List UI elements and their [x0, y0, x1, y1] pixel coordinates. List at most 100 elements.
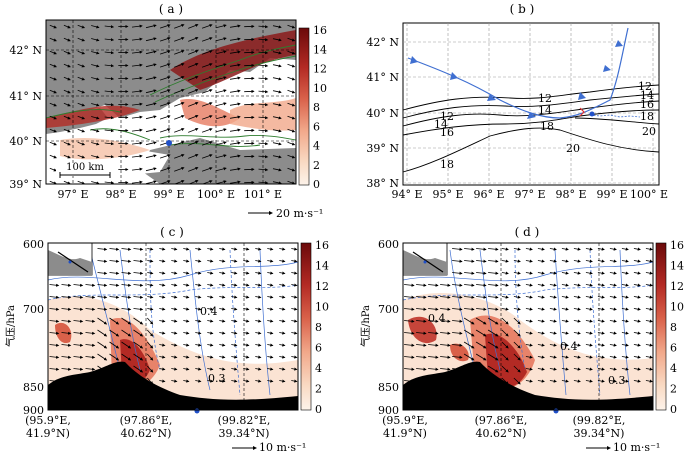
- ytick-a-2: 40° N: [9, 135, 42, 148]
- ref-vector-a-label: 20 m·s⁻¹: [276, 207, 323, 220]
- colorbar-c-ticks: 16 14 12 10 8 6 4 2 0: [315, 239, 329, 416]
- ref-vector-d-label: 10 m·s⁻¹: [613, 441, 660, 453]
- site-marker-b: [590, 112, 595, 117]
- xtick-d-0a: (95.9°E,: [382, 414, 428, 427]
- xtick-b-2: 96° E: [473, 188, 504, 201]
- xtick-b-4: 98° E: [555, 188, 586, 201]
- xtick-c-0b: 41.9°N): [26, 427, 70, 440]
- colorbar-tick-a-1: 14: [313, 43, 327, 56]
- panel-a-title: ( a ): [159, 2, 183, 16]
- site-marker-a: [166, 140, 172, 146]
- panel-c-title: ( c ): [160, 225, 184, 239]
- xtick-c-0a: (95.9°E,: [25, 414, 71, 427]
- xtick-b-6: 100° E: [630, 188, 668, 201]
- colorbar-tick-a-0: 16: [313, 24, 327, 37]
- xtick-b-5: 99° E: [596, 188, 627, 201]
- colorbar-tick-a-8: 0: [313, 178, 320, 191]
- ytick-b-0: 42° N: [366, 36, 399, 49]
- ytick-b-1: 41° N: [366, 71, 399, 84]
- site-marker-c: [195, 409, 200, 414]
- panel-d-xticks: (95.9°E, 41.9°N) (97.86°E, 40.62°N) (99.…: [382, 414, 625, 440]
- panel-d-title: ( d ): [515, 225, 540, 239]
- xtick-d-2b: 39.34°N): [574, 427, 625, 440]
- iso-label-4: 20: [566, 142, 580, 155]
- colorbar-tick-c-6: 4: [315, 362, 322, 375]
- ylabel-d: 气压/hPa: [359, 305, 372, 347]
- inset-map-d: [403, 243, 447, 275]
- colorbar-tick-a-7: 2: [313, 159, 320, 172]
- colorbar-tick-c-3: 10: [315, 301, 329, 314]
- panel-a-xticks: 97° E 98° E 99° E 100° E 101° E: [57, 188, 282, 201]
- colorbar-tick-d-3: 10: [670, 301, 684, 314]
- colorbar-tick-d-0: 16: [670, 239, 684, 252]
- iso-label-3: 18: [440, 158, 454, 171]
- iso-label-2: 16: [440, 126, 454, 139]
- colorbar-tick-d-7: 2: [670, 383, 677, 396]
- panel-c-xticks: (95.9°E, 41.9°N) (97.86°E, 40.62°N) (99.…: [25, 414, 270, 440]
- colorbar-tick-d-6: 4: [670, 362, 677, 375]
- panel-d-yticks: 600 700 850 900: [378, 238, 399, 417]
- panel-c: ( c ): [4, 225, 329, 453]
- colorbar-a: [299, 28, 309, 185]
- xtick-a-3: 100° E: [197, 188, 235, 201]
- ylabel-c: 气压/hPa: [4, 305, 17, 347]
- colorbar-tick-c-8: 0: [315, 403, 322, 416]
- colorbar-d: [656, 243, 666, 410]
- contour-label-c-0: 0.4: [200, 305, 218, 318]
- colorbar-c: [301, 243, 311, 410]
- colorbar-tick-d-8: 0: [670, 403, 677, 416]
- colorbar-tick-c-7: 2: [315, 383, 322, 396]
- ytick-a-1: 41° N: [9, 90, 42, 103]
- colorbar-tick-c-2: 12: [315, 280, 329, 293]
- inset-map-c: [48, 243, 92, 275]
- ytick-b-2: 40° N: [366, 107, 399, 120]
- colorbar-tick-c-4: 8: [315, 321, 322, 334]
- xtick-a-4: 101° E: [244, 188, 282, 201]
- panel-b-yticks: 42° N 41° N 40° N 39° N 38° N: [366, 36, 399, 190]
- contour-label-c-1: 0.3: [208, 372, 226, 385]
- panel-c-yticks: 600 700 850 900: [23, 238, 44, 417]
- colorbar-tick-a-4: 8: [313, 101, 320, 114]
- iso-label-12: 20: [642, 125, 656, 138]
- xtick-c-1b: 40.62°N): [121, 427, 172, 440]
- ytick-a-3: 39° N: [9, 178, 42, 191]
- site-marker-d: [554, 409, 559, 414]
- xtick-a-2: 99° E: [153, 188, 184, 201]
- colorbar-tick-c-1: 14: [315, 260, 329, 273]
- panel-d: ( d ): [359, 225, 684, 453]
- ytick-c-1: 700: [23, 303, 44, 316]
- colorbar-tick-d-1: 14: [670, 260, 684, 273]
- xtick-d-1a: (97.86°E,: [475, 414, 528, 427]
- colorbar-tick-a-6: 4: [313, 140, 320, 153]
- xtick-b-1: 95° E: [432, 188, 463, 201]
- iso-label-8: 18: [540, 120, 554, 133]
- iso-label-7: 16: [640, 98, 654, 111]
- xtick-c-2a: (99.82°E,: [218, 414, 271, 427]
- xtick-b-0: 94° E: [391, 188, 422, 201]
- panel-b-title: ( b ): [510, 2, 535, 16]
- colorbar-tick-d-2: 12: [670, 280, 684, 293]
- contour-label-d-0: 0.4: [428, 312, 446, 325]
- contour-label-d-1: 0.4: [560, 340, 578, 353]
- ytick-d-2: 850: [378, 381, 399, 394]
- ytick-d-1: 700: [378, 303, 399, 316]
- ytick-d-0: 600: [378, 238, 399, 251]
- xtick-d-1b: 40.62°N): [476, 427, 527, 440]
- xtick-d-2a: (99.82°E,: [573, 414, 626, 427]
- colorbar-tick-c-0: 16: [315, 239, 329, 252]
- contour-label-d-2: 0.3: [608, 374, 626, 387]
- panel-a: ( a ): [9, 2, 327, 220]
- panel-b: ( b ) 12 14 16: [366, 2, 668, 201]
- panel-b-xticks: 94° E 95° E 96° E 97° E 98° E 99° E 100°…: [391, 188, 668, 201]
- ytick-b-3: 39° N: [366, 142, 399, 155]
- panel-a-yticks: 42° N 41° N 40° N 39° N: [9, 44, 42, 191]
- xtick-c-2b: 39.34°N): [219, 427, 270, 440]
- colorbar-tick-d-4: 8: [670, 321, 677, 334]
- xtick-a-1: 98° E: [105, 188, 136, 201]
- scalebar-label: 100 km: [66, 162, 104, 173]
- colorbar-tick-c-5: 6: [315, 342, 322, 355]
- ytick-c-2: 850: [23, 381, 44, 394]
- colorbar-tick-a-5: 6: [313, 120, 320, 133]
